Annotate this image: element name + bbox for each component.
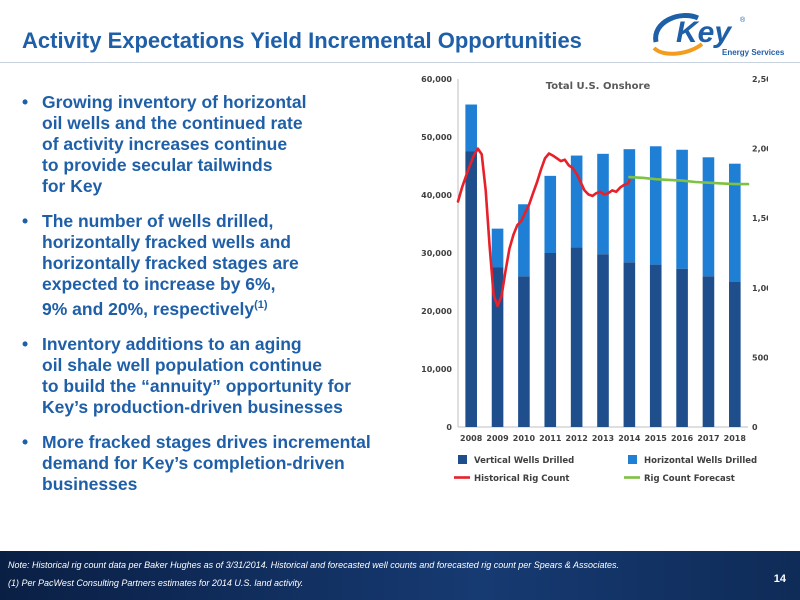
bullet-line: demand for Key’s completion-driven (42, 452, 345, 473)
y-left-tick-label: 50,000 (421, 133, 452, 142)
bar-vertical-wells (570, 247, 583, 427)
bar-vertical-wells (676, 268, 688, 427)
bullet-line: to provide secular tailwinds (42, 155, 273, 175)
bar-vertical-wells (597, 254, 609, 427)
page-number: 14 (773, 573, 786, 585)
bullet-line: for Key (42, 176, 103, 196)
bar-horizontal-wells (729, 163, 741, 282)
y-left-tick-label: 30,000 (421, 249, 452, 258)
footer-note: Note: Historical rig count data per Bake… (8, 560, 619, 570)
logo-tagline: Energy Services (722, 48, 785, 57)
x-tick-label: 2009 (486, 434, 509, 443)
y-left-tick-label: 0 (446, 423, 452, 432)
x-tick-label: 2016 (671, 434, 694, 443)
x-tick-label: 2014 (618, 434, 641, 443)
bullet-line: businesses (42, 473, 138, 494)
bar-vertical-wells (491, 267, 504, 427)
bullet-line: of activity increases continue (42, 134, 288, 154)
legend-swatch (628, 455, 637, 464)
bar-horizontal-wells (702, 157, 715, 277)
y-left-tick-label: 20,000 (421, 307, 452, 316)
y-right-tick-label: 1,000 (752, 284, 768, 293)
bullet-item: • The number of wells drilled, horizontall… (22, 211, 422, 320)
logo-wordmark: Key (676, 16, 732, 49)
bullet-line: More fracked stages drives incremental (42, 431, 371, 452)
legend-label: Vertical Wells Drilled (474, 456, 574, 466)
footnote-ref: (1) (254, 299, 268, 311)
bullet-line: 9% and 20%, respectively (42, 298, 255, 319)
company-logo: Key ® Energy Services (652, 13, 785, 57)
x-tick-label: 2013 (592, 434, 614, 443)
bar-horizontal-wells (623, 149, 636, 263)
wells-rig-chart: 0 10,000 20,000 30,000 40,000 50,000 60,000 0 5… (421, 75, 768, 484)
bullet-line: to build the “annuity” opportunity for (42, 375, 352, 396)
bullet-line: The number of wells drilled, (42, 211, 274, 231)
y-right-tick-label: 500 (752, 353, 768, 362)
bar-horizontal-wells (676, 149, 688, 269)
bullet-line: oil shale well population continue (42, 354, 323, 375)
bullet-marker: • (22, 431, 29, 452)
bar-vertical-wells (518, 276, 530, 427)
bullet-item: • More fracked stages drives incremental d… (22, 432, 422, 495)
title-divider (0, 62, 800, 63)
y-left-tick-label: 10,000 (421, 365, 452, 374)
y-right-tick-label: 1,500 (752, 214, 768, 223)
legend-label: Historical Rig Count (474, 474, 570, 484)
bar-vertical-wells (623, 262, 636, 427)
legend-label: Rig Count Forecast (644, 474, 735, 484)
bullet-line: Growing inventory of horizontal (42, 92, 307, 112)
x-tick-label: 2008 (460, 434, 483, 443)
x-tick-label: 2011 (539, 434, 562, 443)
bullet-marker: • (22, 211, 29, 231)
bullet-line: expected to increase by 6%, (42, 274, 276, 294)
bar-vertical-wells (544, 253, 557, 427)
page-title: Activity Expectations Yield Incremental … (22, 28, 582, 53)
bullet-line: horizontally fracked wells and (42, 232, 291, 252)
bullet-item: • Inventory additions to an aging oil shal… (22, 334, 422, 418)
bullet-line: oil wells and the continued rate (42, 113, 303, 133)
line-rig-count-forecast (628, 175, 750, 186)
bullet-marker: • (22, 333, 29, 354)
bullet-line: Key’s production-driven businesses (42, 396, 343, 417)
bullet-line: Inventory additions to an aging (42, 333, 302, 354)
bar-horizontal-wells (491, 228, 504, 268)
legend-label: Horizontal Wells Drilled (644, 456, 757, 466)
x-tick-label: 2018 (724, 434, 747, 443)
bullet-list: • Growing inventory of horizontal oil well… (22, 92, 422, 509)
bar-vertical-wells (649, 264, 662, 427)
x-tick-label: 2012 (566, 434, 588, 443)
y-right-tick-label: 2,500 (752, 75, 768, 84)
chart-title: Total U.S. Onshore (546, 81, 651, 92)
bar-horizontal-wells (544, 175, 557, 253)
x-tick-label: 2017 (697, 434, 719, 443)
y-right-tick-label: 2,000 (752, 145, 768, 154)
bar-vertical-wells (729, 282, 741, 427)
bar-horizontal-wells (465, 104, 477, 152)
x-tick-label: 2010 (513, 434, 536, 443)
bar-vertical-wells (465, 151, 477, 427)
logo-swoosh-icon (653, 13, 700, 43)
y-left-tick-label: 40,000 (421, 191, 452, 200)
footer-band: Note: Historical rig count data per Bake… (0, 551, 800, 600)
bar-horizontal-wells (518, 204, 530, 277)
bullet-line: horizontally fracked stages are (42, 253, 299, 273)
logo-registered-mark: ® (740, 16, 746, 24)
bar-horizontal-wells (597, 153, 609, 255)
y-right-tick-label: 0 (752, 423, 758, 432)
line-historical-rig-count (456, 147, 631, 308)
bar-vertical-wells (702, 276, 715, 427)
bar-horizontal-wells (649, 146, 662, 265)
bar-horizontal-wells (570, 155, 583, 248)
legend-swatch (458, 455, 467, 464)
bullet-item: • Growing inventory of horizontal oil well… (22, 92, 422, 197)
y-left-tick-label: 60,000 (421, 75, 452, 84)
x-tick-label: 2015 (645, 434, 668, 443)
bullet-marker: • (22, 92, 29, 112)
footer-footnote: (1) Per PacWest Consulting Partners esti… (8, 578, 304, 588)
